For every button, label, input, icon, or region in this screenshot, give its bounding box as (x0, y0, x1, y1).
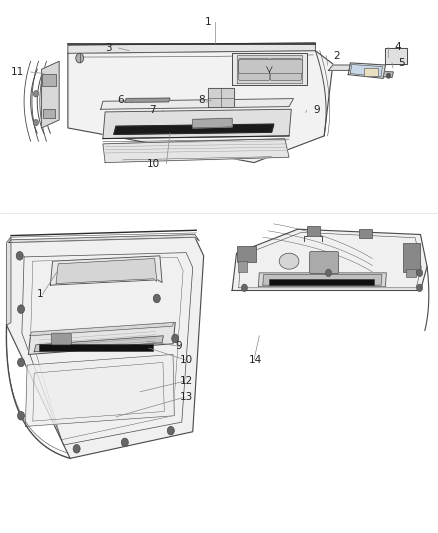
Bar (406, 269, 416, 277)
Polygon shape (68, 51, 333, 163)
Polygon shape (193, 118, 232, 128)
Circle shape (325, 269, 332, 277)
Circle shape (172, 334, 179, 343)
Polygon shape (9, 235, 199, 243)
Polygon shape (237, 55, 302, 83)
Polygon shape (68, 43, 315, 53)
Bar (364, 68, 378, 76)
Circle shape (417, 284, 423, 292)
Polygon shape (56, 259, 157, 284)
Bar (403, 243, 420, 272)
Text: 3: 3 (105, 43, 112, 53)
FancyBboxPatch shape (270, 59, 301, 80)
Text: 12: 12 (180, 376, 193, 386)
Bar (238, 261, 247, 272)
Bar (39, 344, 153, 351)
Polygon shape (258, 273, 386, 287)
Circle shape (18, 305, 25, 313)
Text: 2: 2 (333, 51, 339, 61)
Circle shape (33, 91, 39, 97)
Text: 9: 9 (175, 342, 182, 351)
Polygon shape (7, 237, 11, 325)
Polygon shape (208, 88, 234, 107)
Polygon shape (350, 64, 382, 77)
Bar (43, 109, 55, 118)
Polygon shape (232, 229, 427, 290)
Polygon shape (103, 109, 291, 139)
Circle shape (153, 294, 160, 303)
Text: 11: 11 (11, 67, 24, 77)
Polygon shape (28, 322, 175, 354)
Circle shape (18, 358, 25, 367)
Bar (237, 246, 256, 262)
Text: 7: 7 (149, 106, 155, 115)
Text: 9: 9 (313, 106, 320, 115)
Polygon shape (30, 322, 174, 336)
Circle shape (241, 284, 247, 292)
Polygon shape (101, 99, 293, 109)
FancyBboxPatch shape (51, 333, 71, 345)
Polygon shape (42, 61, 59, 128)
Circle shape (18, 411, 25, 420)
FancyBboxPatch shape (239, 60, 303, 74)
Circle shape (76, 53, 84, 63)
FancyBboxPatch shape (310, 252, 339, 273)
Circle shape (386, 73, 391, 78)
Text: 10: 10 (147, 159, 160, 168)
Circle shape (167, 426, 174, 435)
Polygon shape (385, 48, 407, 64)
Polygon shape (232, 53, 307, 85)
Text: 14: 14 (249, 355, 262, 365)
Text: 1: 1 (37, 289, 44, 299)
Bar (42, 74, 56, 86)
Polygon shape (103, 139, 289, 163)
Polygon shape (383, 71, 393, 77)
Polygon shape (263, 274, 382, 285)
Polygon shape (7, 237, 204, 458)
Text: 4: 4 (394, 42, 401, 52)
Polygon shape (114, 124, 274, 134)
FancyBboxPatch shape (239, 59, 270, 80)
Ellipse shape (279, 253, 299, 269)
Polygon shape (50, 256, 162, 285)
Bar (269, 279, 374, 285)
Text: 8: 8 (198, 95, 205, 105)
Polygon shape (34, 336, 163, 352)
Circle shape (73, 445, 80, 453)
Text: 10: 10 (180, 355, 193, 365)
Polygon shape (328, 65, 355, 70)
Text: 1: 1 (205, 18, 212, 27)
Circle shape (16, 252, 23, 260)
Circle shape (121, 438, 128, 447)
Bar (307, 226, 320, 236)
Text: 5: 5 (399, 58, 405, 68)
Polygon shape (25, 354, 174, 426)
Polygon shape (348, 63, 385, 78)
Circle shape (417, 269, 423, 277)
Polygon shape (125, 98, 170, 102)
Text: 13: 13 (180, 392, 193, 402)
Bar (359, 229, 372, 238)
Text: 6: 6 (117, 95, 124, 105)
Circle shape (33, 119, 39, 126)
